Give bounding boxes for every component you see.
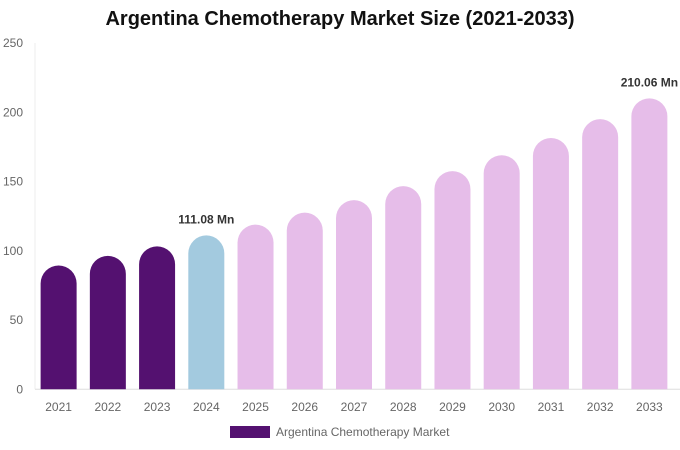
bar-2021[interactable]: [40, 265, 77, 390]
bar-2027[interactable]: [336, 200, 372, 390]
bar-2022[interactable]: [89, 255, 126, 390]
x-tick-label: 2026: [291, 400, 318, 414]
y-tick-label: 100: [3, 244, 23, 258]
x-tick-label: 2033: [636, 400, 663, 414]
bar-2029[interactable]: [434, 171, 471, 390]
x-tick-label: 2024: [193, 400, 220, 414]
x-tick-label: 2021: [45, 400, 72, 414]
bar-2033[interactable]: [631, 98, 668, 390]
x-tick-label: 2032: [587, 400, 614, 414]
legend-label: Argentina Chemotherapy Market: [276, 425, 450, 439]
x-tick-label: 2023: [144, 400, 171, 414]
x-tick-label: 2029: [439, 400, 466, 414]
y-tick-label: 200: [3, 105, 23, 119]
bar-2023[interactable]: [139, 246, 176, 390]
x-tick-label: 2031: [538, 400, 565, 414]
legend[interactable]: Argentina Chemotherapy Market: [230, 425, 449, 439]
y-tick-label: 50: [10, 313, 24, 327]
y-tick-label: 150: [3, 175, 23, 189]
x-tick-label: 2030: [488, 400, 515, 414]
y-tick-label: 0: [16, 382, 23, 396]
data-label: 210.06 Mn: [621, 75, 678, 89]
bar-2024[interactable]: [188, 235, 225, 390]
bar-2028[interactable]: [385, 186, 422, 390]
x-tick-label: 2028: [390, 400, 417, 414]
chart-title: Argentina Chemotherapy Market Size (2021…: [105, 8, 575, 30]
bar-2032[interactable]: [582, 119, 619, 390]
y-tick-label: 250: [3, 36, 23, 50]
legend-swatch: [230, 426, 270, 438]
x-tick-label: 2027: [341, 400, 368, 414]
bar-2026[interactable]: [286, 212, 323, 390]
bar-2030[interactable]: [483, 155, 520, 390]
data-label: 111.08 Mn: [178, 212, 234, 226]
bar-2031[interactable]: [532, 138, 569, 390]
x-tick-label: 2022: [94, 400, 121, 414]
x-tick-label: 2025: [242, 400, 269, 414]
bar-2025[interactable]: [237, 224, 274, 390]
